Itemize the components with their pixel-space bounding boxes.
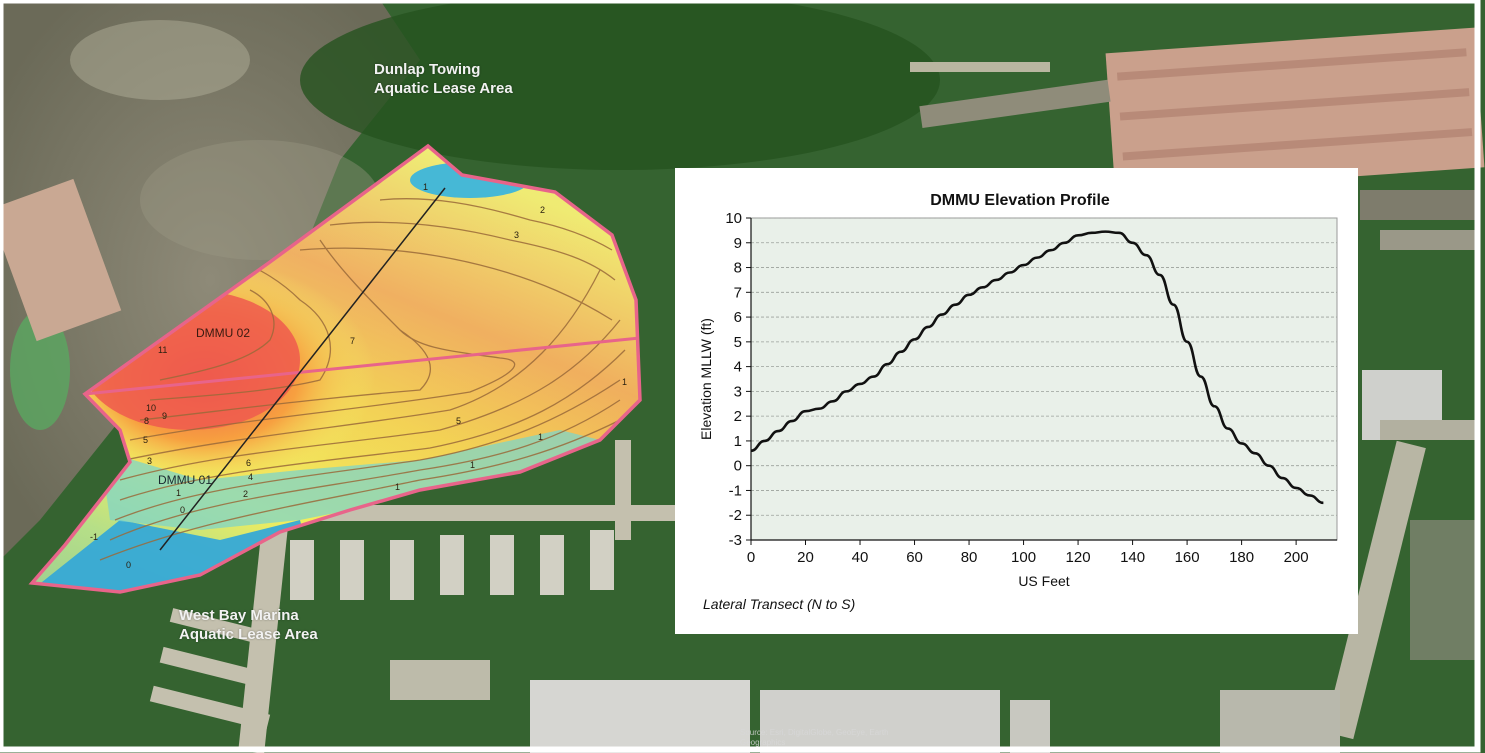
x-tick-label: 120	[1066, 549, 1091, 566]
chart-title: DMMU Elevation Profile	[930, 192, 1110, 209]
dunlap-lease-label: Dunlap Towing Aquatic Lease Area	[374, 60, 513, 98]
elevation-profile-panel: DMMU Elevation Profile -3 -2 -1 0 1 2 3 4 5 6 7 8 9 1…	[675, 168, 1358, 634]
contour-label: -1	[90, 532, 98, 542]
x-tick-label: 160	[1175, 549, 1200, 566]
westbay-lease-line-2: Aquatic Lease Area	[179, 626, 318, 643]
contour-label: 2	[540, 205, 545, 215]
elevation-series-line	[750, 230, 1324, 505]
dunlap-lease-line-2: Aquatic Lease Area	[374, 80, 513, 97]
y-axis-label: Elevation MLLW (ft)	[698, 318, 714, 440]
contour-label: 3	[514, 230, 519, 240]
x-tick-label: 180	[1229, 549, 1254, 566]
contour-label: 5	[143, 435, 148, 445]
contour-label: 3	[147, 456, 152, 466]
westbay-lease-line-1: West Bay Marina	[179, 607, 299, 624]
contour-label: 1	[622, 377, 627, 387]
contour-label: 1	[176, 488, 181, 498]
y-tick-label: -1	[729, 482, 742, 499]
y-tick-label: 0	[734, 458, 742, 475]
plot-area	[750, 217, 1338, 541]
y-tick-label: 6	[734, 309, 742, 326]
dmmu-01-label: DMMU 01	[158, 473, 212, 487]
x-tick-label: 0	[747, 549, 755, 566]
x-tick-label: 140	[1120, 549, 1145, 566]
x-tick-label: 20	[797, 549, 814, 566]
contour-label: 10	[146, 403, 156, 413]
contour-label: 9	[162, 411, 167, 421]
contour-label: 0	[126, 560, 131, 570]
y-tick-label: 1	[734, 433, 742, 450]
dmmu-02-label: DMMU 02	[196, 326, 250, 340]
contour-label: 11	[158, 345, 167, 355]
imagery-credit: Source: Esri, DigitalGlobe, GeoEye, Eart…	[740, 728, 889, 748]
contour-label: 8	[144, 416, 149, 426]
y-tick-label: -2	[729, 507, 742, 524]
contour-label: 5	[456, 416, 461, 426]
dunlap-lease-line-1: Dunlap Towing	[374, 61, 481, 78]
contour-label: 1	[538, 432, 543, 442]
elevation-profile-chart: DMMU Elevation Profile -3 -2 -1 0 1 2 3 4 5 6 7 8 9 1…	[698, 192, 1338, 589]
contour-label: 2	[243, 489, 248, 499]
y-tick-label: -3	[729, 532, 742, 549]
x-axis-label: US Feet	[1018, 573, 1069, 589]
y-tick-label: 7	[734, 284, 742, 301]
imagery-credit-line-2: Geographics	[740, 738, 786, 747]
y-tick-label: 5	[734, 334, 742, 351]
contour-label: 0	[180, 505, 185, 515]
y-tick-label: 2	[734, 408, 742, 425]
x-tick-label: 40	[852, 549, 869, 566]
contour-label: 4	[248, 472, 253, 482]
x-tick-label: 60	[906, 549, 923, 566]
contour-label: 1	[423, 182, 428, 192]
y-tick-label: 3	[734, 383, 742, 400]
contour-label: 1	[470, 460, 475, 470]
contour-label: 7	[350, 336, 355, 346]
transect-footnote: Lateral Transect (N to S)	[703, 596, 856, 612]
x-tick-label: 100	[1011, 549, 1036, 566]
y-tick-label: 4	[734, 359, 742, 376]
contour-label: 1	[395, 482, 400, 492]
contour-label: 6	[246, 458, 251, 468]
y-tick-label: 8	[734, 260, 742, 277]
x-tick-label: 200	[1284, 549, 1309, 566]
imagery-credit-line-1: Source: Esri, DigitalGlobe, GeoEye, Eart…	[740, 728, 889, 737]
y-tick-label: 10	[725, 210, 742, 227]
x-tick-label: 80	[961, 549, 978, 566]
westbay-lease-label: West Bay Marina Aquatic Lease Area	[179, 606, 318, 644]
y-tick-label: 9	[734, 235, 742, 252]
